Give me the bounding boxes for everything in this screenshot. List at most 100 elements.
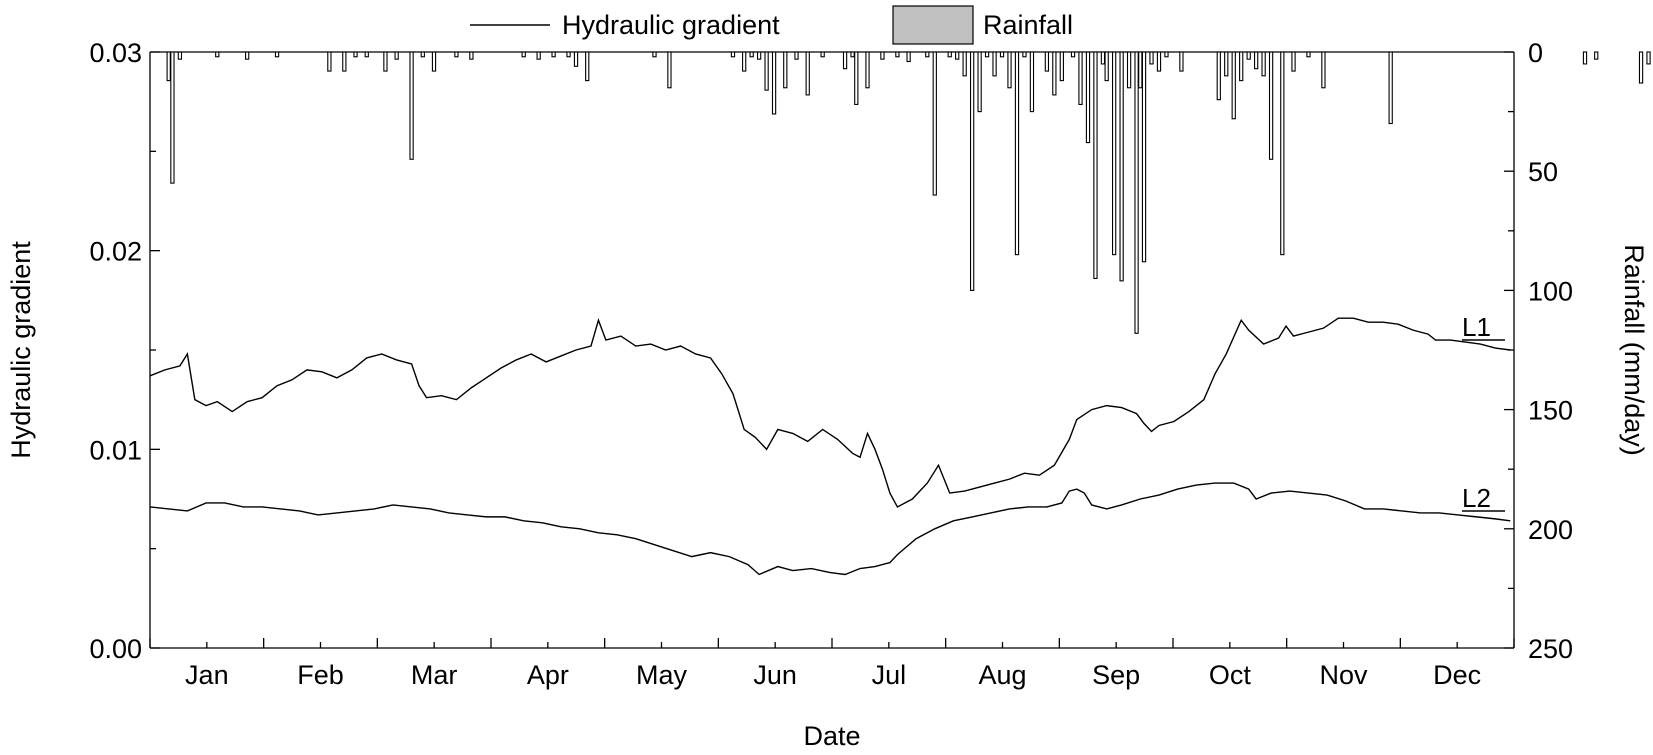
rainfall-bar [1104,51,1109,82]
rainfall-bar [906,51,911,63]
rainfall-bar [1164,51,1169,58]
rainfall-bar [1078,51,1083,106]
legend-bar-swatch [892,5,974,45]
left-tick-label: 0.02 [89,237,142,267]
right-tick-label: 100 [1528,276,1573,306]
rainfall-bars [166,51,1651,334]
right-y-axis: 0 50 100 150 200 250 [1504,38,1573,664]
rainfall-bar [771,51,777,115]
rainfall-bar [1100,51,1106,65]
rainfall-bar [1582,51,1588,65]
rainfall-bar [1261,51,1266,77]
month-label: Nov [1319,660,1368,690]
rainfall-bar [1141,51,1147,263]
rainfall-bar [170,51,175,184]
rainfall-bar [925,51,930,58]
right-tick-label: 150 [1528,396,1573,426]
rainfall-bar [1156,51,1162,72]
rainfall-bar [895,51,900,58]
rainfall-bar [742,51,747,72]
rainfall-bar [431,51,437,72]
rainfall-bar [1112,51,1117,256]
rainfall-bar [536,51,541,60]
legend-label-rainfall: Rainfall [983,10,1073,40]
rainfall-bar [383,51,388,72]
rainfall-bar [1052,51,1057,96]
rainfall-bar [999,51,1005,58]
rainfall-bar [1070,51,1076,58]
rainfall-bar [955,51,960,60]
left-tick-label: 0.03 [89,38,142,68]
rainfall-bar [1646,51,1651,65]
month-label: Feb [297,660,344,690]
rainfall-bar [1280,51,1285,256]
rainfall-bar [1119,51,1124,282]
month-label: Mar [411,660,458,690]
rainfall-bar [394,51,399,60]
rainfall-bar [969,51,975,291]
rainfall-bar [1254,51,1259,70]
rainfall-bar [854,51,859,106]
left-axis-title: Hydraulic gradient [6,241,36,459]
rainfall-bar [842,51,848,70]
rainfall-bar [850,51,855,58]
rainfall-bar [962,51,967,77]
rainfall-bar [1638,51,1644,84]
month-label: Jun [753,660,797,690]
series-line-l1 [149,317,1511,508]
rainfall-bar [1246,51,1251,60]
rainfall-bar [420,51,425,58]
rainfall-bar [1085,51,1091,144]
rainfall-bar [932,51,937,196]
month-label: Sep [1092,660,1140,690]
rainfall-bar [1224,51,1229,77]
rainfall-bar [551,51,556,58]
x-axis-title: Date [803,721,860,751]
rainfall-bar [215,51,220,58]
rainfall-bar [573,51,579,67]
rainfall-bar [1044,51,1050,72]
rainfall-bar [820,51,825,58]
rainfall-bar [1126,51,1132,89]
rainfall-bar [245,51,250,60]
rainfall-bar [880,51,885,60]
rainfall-bar [1138,51,1143,89]
rainfall-bar [652,51,657,58]
left-tick-label: 0.00 [89,634,142,664]
rainfall-bar [327,51,332,72]
rainfall-bar [783,51,788,89]
rainfall-bar [947,51,952,58]
rainfall-bar [865,51,870,89]
rainfall-bar [364,51,369,58]
series-labels: L1 L2 [1462,312,1505,513]
rainfall-bar [1029,51,1035,113]
rainfall-bar [274,51,280,58]
rainfall-bar [521,51,526,58]
rainfall-bar [1134,51,1139,334]
x-axis: Jan Feb Mar Apr May Jun Jul Aug Sep Oct Nov Dec [149,638,1515,690]
rainfall-bar [794,51,799,60]
rainfall-bar [977,51,982,113]
rainfall-bar [756,51,762,60]
rainfall-bar [1306,51,1311,58]
rainfall-bar [1216,51,1221,101]
left-y-axis: 0.00 0.01 0.02 0.03 [89,38,160,664]
rainfall-bar [585,51,590,82]
rainfall-bar [1388,51,1393,125]
rainfall-bar [1093,51,1098,280]
series-label-l1: L1 [1462,312,1491,342]
legend-label-hydraulic-gradient: Hydraulic gradient [562,10,780,40]
rainfall-bar [166,51,171,82]
rainfall-bar [1268,51,1274,160]
rainfall-bar [342,51,347,72]
month-label: Jan [185,660,229,690]
right-tick-label: 50 [1528,157,1558,187]
right-tick-label: 200 [1528,515,1573,545]
series-line-l2 [149,482,1511,576]
month-label: Apr [527,660,569,690]
legend: Hydraulic gradient Rainfall [470,5,1073,45]
month-label: Oct [1209,660,1252,690]
month-label: Jul [872,660,907,690]
rainfall-bar [730,51,736,58]
